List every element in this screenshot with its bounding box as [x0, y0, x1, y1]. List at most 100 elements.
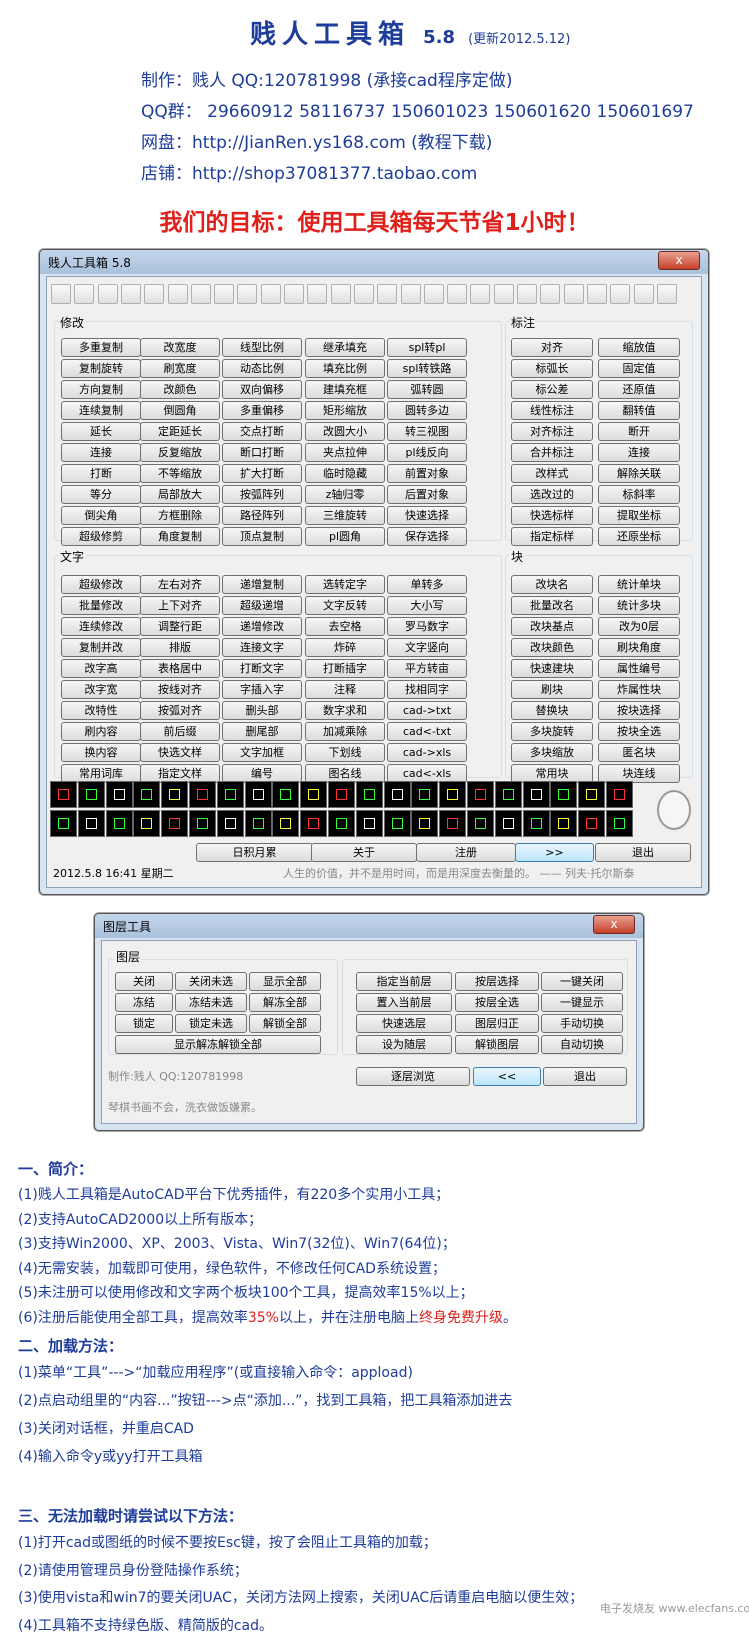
layer-button[interactable]: 设为随层	[356, 1035, 452, 1054]
icon-button[interactable]	[77, 781, 105, 808]
tool-button[interactable]: 加减乘除	[305, 722, 385, 741]
tool-button[interactable]: 建填充框	[305, 380, 385, 399]
tool-button[interactable]: 多块旋转	[511, 722, 593, 741]
tool-button[interactable]: 多块缩放	[511, 743, 593, 762]
toolbar-icon[interactable]	[423, 284, 444, 304]
icon-button[interactable]	[411, 781, 439, 808]
icon-button[interactable]	[606, 781, 633, 808]
toolbar-icon[interactable]	[237, 284, 258, 304]
tool-button[interactable]: 延长	[61, 422, 141, 441]
tool-button[interactable]: 按块全选	[598, 722, 680, 741]
icon-button[interactable]	[578, 810, 606, 837]
icon-button[interactable]	[578, 781, 606, 808]
tool-button[interactable]: 单转多	[387, 575, 467, 594]
icon-button[interactable]	[300, 810, 328, 837]
tool-button[interactable]: 定距延长	[140, 422, 220, 441]
tool-button[interactable]: 倒尖角	[61, 506, 141, 525]
tool-button[interactable]: 连接	[598, 443, 680, 462]
tool-button[interactable]: 弧转圆	[387, 380, 467, 399]
icon-button[interactable]	[328, 810, 355, 837]
icon-button[interactable]	[216, 810, 244, 837]
tool-button[interactable]: 炸碎	[305, 638, 385, 657]
icon-button[interactable]	[300, 781, 328, 808]
icon-button[interactable]	[272, 810, 300, 837]
icon-button[interactable]	[383, 810, 411, 837]
icon-button[interactable]	[133, 781, 161, 808]
layer-bottom-button[interactable]: <<	[473, 1067, 541, 1086]
tool-button[interactable]: 快速选择	[387, 506, 467, 525]
icon-button[interactable]	[494, 810, 522, 837]
tool-button[interactable]: 矩形缩放	[305, 401, 385, 420]
tool-button[interactable]: 改样式	[511, 464, 593, 483]
toolbar-icon[interactable]	[120, 284, 141, 304]
tool-button[interactable]: 去空格	[305, 617, 385, 636]
tool-button[interactable]: 上下对齐	[140, 596, 220, 615]
icon-button[interactable]	[355, 810, 383, 837]
tool-button[interactable]: 三维旋转	[305, 506, 385, 525]
tool-button[interactable]: 局部放大	[140, 485, 220, 504]
bottom-button[interactable]: 退出	[595, 843, 691, 862]
icon-button[interactable]	[467, 781, 494, 808]
icon-button[interactable]	[494, 781, 522, 808]
toolbar-icon[interactable]	[586, 284, 607, 304]
tool-button[interactable]: 标公差	[511, 380, 593, 399]
close-button[interactable]: x	[593, 915, 635, 934]
tool-button[interactable]: 改圆大小	[305, 422, 385, 441]
toolbar-icon[interactable]	[307, 284, 328, 304]
tool-button[interactable]: 删尾部	[222, 722, 302, 741]
tool-button[interactable]: cad->xls	[387, 743, 467, 762]
tool-button[interactable]: spl转pl	[387, 338, 467, 357]
icon-button[interactable]	[161, 810, 189, 837]
layer-button[interactable]: 锁定未选	[175, 1014, 247, 1033]
icon-button[interactable]	[439, 810, 467, 837]
layer-button[interactable]: 按层全选	[455, 993, 539, 1012]
layer-button[interactable]: 冻结未选	[175, 993, 247, 1012]
tool-button[interactable]: 合并标注	[511, 443, 593, 462]
tool-button[interactable]: 按块选择	[598, 701, 680, 720]
icon-button[interactable]	[216, 781, 244, 808]
tool-button[interactable]: 不等缩放	[140, 464, 220, 483]
tool-button[interactable]: 递增复制	[222, 575, 302, 594]
tool-button[interactable]: 匿名块	[598, 743, 680, 762]
tool-button[interactable]: 复制并改	[61, 638, 141, 657]
tool-button[interactable]: 改块颜色	[511, 638, 593, 657]
tool-button[interactable]: 排版	[140, 638, 220, 657]
layer-button[interactable]: 置入当前层	[356, 993, 452, 1012]
tool-button[interactable]: 线性标注	[511, 401, 593, 420]
tool-button[interactable]: 路径阵列	[222, 506, 302, 525]
bottom-button[interactable]: 注册	[416, 843, 516, 862]
tool-button[interactable]: 填充比例	[305, 359, 385, 378]
bottom-button[interactable]: 关于	[311, 843, 417, 862]
toolbar-icon[interactable]	[144, 284, 165, 304]
tool-button[interactable]: 文字加框	[222, 743, 302, 762]
tool-button[interactable]: 按弧对齐	[140, 701, 220, 720]
toolbar-icon[interactable]	[493, 284, 514, 304]
tool-button[interactable]: 批量修改	[61, 596, 141, 615]
tool-button[interactable]: 改字高	[61, 659, 141, 678]
layer-button[interactable]: 快速选层	[356, 1014, 452, 1033]
tool-button[interactable]: 标斜率	[598, 485, 680, 504]
tool-button[interactable]: cad<-txt	[387, 722, 467, 741]
tool-button[interactable]: 指定标样	[511, 527, 593, 546]
tool-button[interactable]: 扩大打断	[222, 464, 302, 483]
toolbar-icon[interactable]	[610, 284, 631, 304]
tool-button[interactable]: 固定值	[598, 359, 680, 378]
tool-button[interactable]: 超级修改	[61, 575, 141, 594]
layer-bottom-button[interactable]: 逐层浏览	[356, 1067, 470, 1086]
tool-button[interactable]: 刷内容	[61, 722, 141, 741]
tool-button[interactable]: 圆转多边	[387, 401, 467, 420]
toolbar-icon[interactable]	[447, 284, 468, 304]
layer-button[interactable]: 关闭未选	[175, 972, 247, 991]
layer-button[interactable]: 自动切换	[541, 1035, 623, 1054]
tool-button[interactable]: 改字宽	[61, 680, 141, 699]
icon-button[interactable]	[328, 781, 355, 808]
tool-button[interactable]: 提取坐标	[598, 506, 680, 525]
layer-button[interactable]: 一键关闭	[541, 972, 623, 991]
tool-button[interactable]: 平方转亩	[387, 659, 467, 678]
icon-button[interactable]	[439, 781, 467, 808]
icon-button[interactable]	[105, 810, 133, 837]
tool-button[interactable]: 改为0层	[598, 617, 680, 636]
tool-button[interactable]: 后置对象	[387, 485, 467, 504]
icon-button[interactable]	[411, 810, 439, 837]
toolbar-icon[interactable]	[563, 284, 584, 304]
